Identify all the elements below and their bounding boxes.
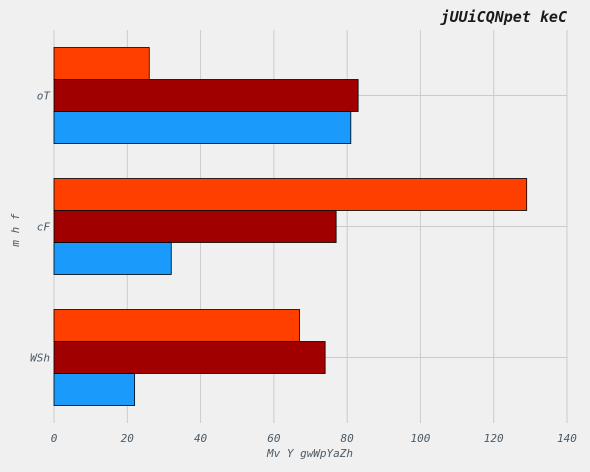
chart-title: jUUiCQNpet keC [440, 8, 567, 26]
bar [53, 210, 337, 243]
x-tick-label: 100 [410, 432, 430, 445]
bar [53, 242, 172, 275]
x-tick-label: 140 [557, 432, 577, 445]
bar [53, 341, 326, 374]
bar [53, 79, 359, 112]
x-tick-label: 0 [51, 432, 58, 445]
x-tick-label: 120 [484, 432, 504, 445]
x-tick-label: 20 [121, 432, 135, 445]
bar [53, 373, 136, 406]
x-tick-label: 80 [341, 432, 355, 445]
x-axis-label: Mv Y gwWpYaZh [266, 447, 353, 460]
y-tick-label: cF [37, 221, 51, 234]
x-tick-label: 40 [194, 432, 208, 445]
bar [53, 47, 150, 80]
bar [53, 309, 300, 342]
y-axis-label: m h f [9, 213, 22, 247]
y-tick-label: oT [37, 90, 52, 103]
x-tick-label: 60 [267, 432, 281, 445]
bars [53, 47, 528, 406]
y-axis-ticks: WSh cF oT [30, 90, 51, 365]
x-axis-ticks: 0 20 40 60 80 100 120 140 [51, 432, 578, 445]
bar [53, 111, 352, 144]
bar [53, 178, 528, 211]
y-tick-label: WSh [30, 352, 50, 365]
